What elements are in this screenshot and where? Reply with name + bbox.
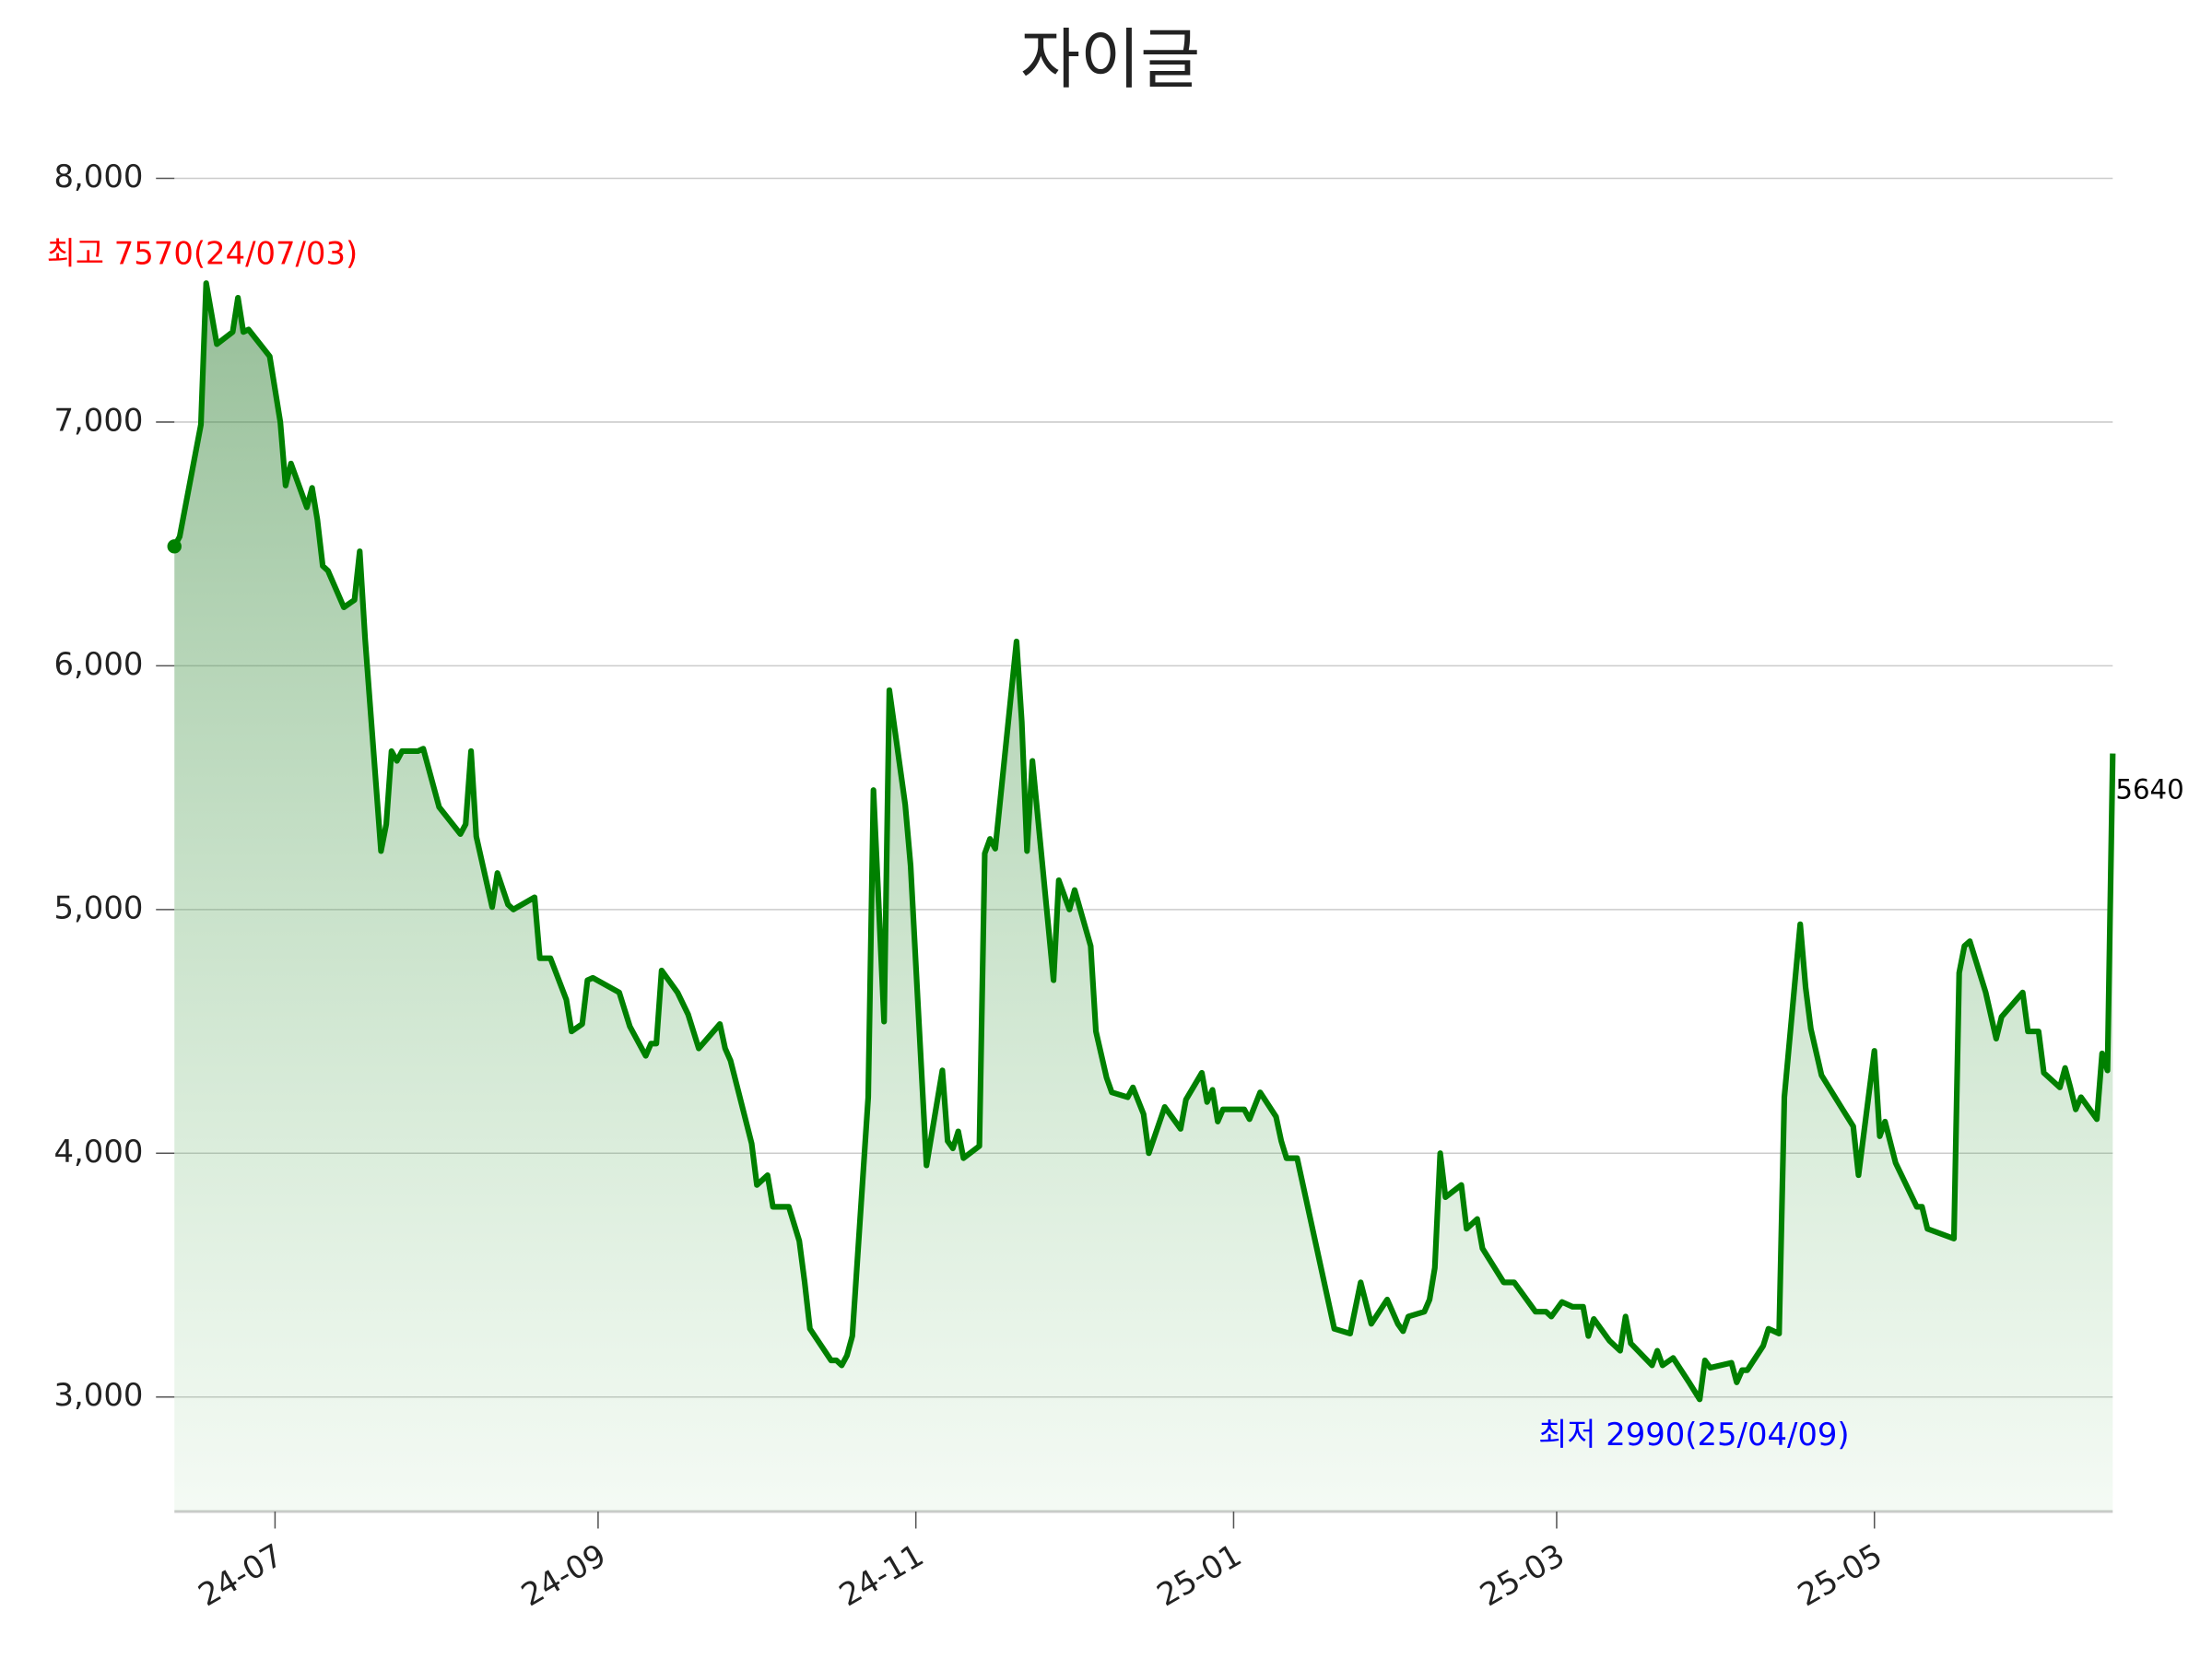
y-tick-label: 4,000 — [54, 1134, 144, 1170]
line — [171, 280, 2116, 1403]
y-tick-label: 8,000 — [54, 159, 144, 194]
annotation: 최저 2990(25/04/09) — [1538, 1417, 1849, 1453]
x-tick-label: 24-09 — [515, 1537, 612, 1614]
y-tick-label: 6,000 — [54, 646, 144, 682]
x-tick-label: 24-07 — [193, 1537, 289, 1614]
x-tick-label: 24-11 — [833, 1537, 930, 1614]
x-tick-label: 25-01 — [1151, 1537, 1248, 1614]
annotation: 5640 — [2115, 773, 2183, 805]
y-tick-label: 7,000 — [54, 402, 144, 438]
y-tick-label: 5,000 — [54, 889, 144, 925]
y-tick-label: 3,000 — [54, 1377, 144, 1413]
start-point — [167, 539, 182, 554]
annotation: 최고 7570(24/07/03) — [47, 235, 358, 271]
x-tick-label: 25-05 — [1792, 1537, 1888, 1614]
x-tick-label: 25-03 — [1474, 1537, 1571, 1614]
chart-title: 자이글 — [1020, 21, 1200, 98]
area — [174, 283, 2113, 1512]
